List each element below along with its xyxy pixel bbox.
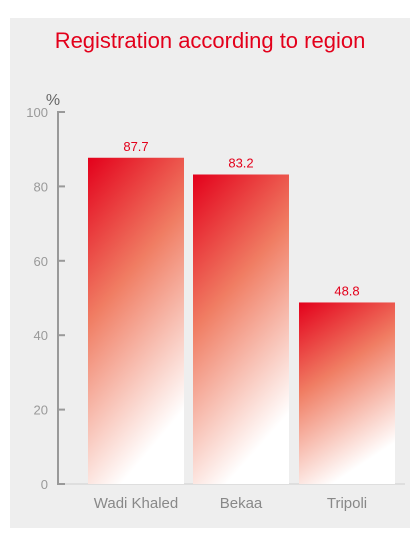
x-category-label: Bekaa [220,495,263,512]
bar-bekaa [193,174,289,484]
chart-title: Registration according to region [54,28,366,53]
data-label: 87.7 [123,139,148,154]
y-tick-label: 80 [34,179,48,194]
y-tick-label: 100 [26,105,48,120]
x-category-label: Wadi Khaled [94,495,179,512]
y-axis-unit-label: % [46,92,60,109]
data-label: 48.8 [334,283,359,298]
data-label: 83.2 [228,155,253,170]
y-axis: 0 20 40 60 80 100 [26,105,405,492]
y-tick-label: 60 [34,254,48,269]
x-category-label: Tripoli [327,495,367,512]
y-tick-label: 20 [34,403,48,418]
y-tick-label: 0 [41,477,48,492]
labels: % 87.7 Wadi Khaled 83.2 Bekaa 48.8 Tripoli [46,92,367,512]
bar-tripoli [299,302,395,484]
bars [88,157,395,485]
bar-wadi-khaled [88,157,184,485]
y-tick-label: 40 [34,328,48,343]
